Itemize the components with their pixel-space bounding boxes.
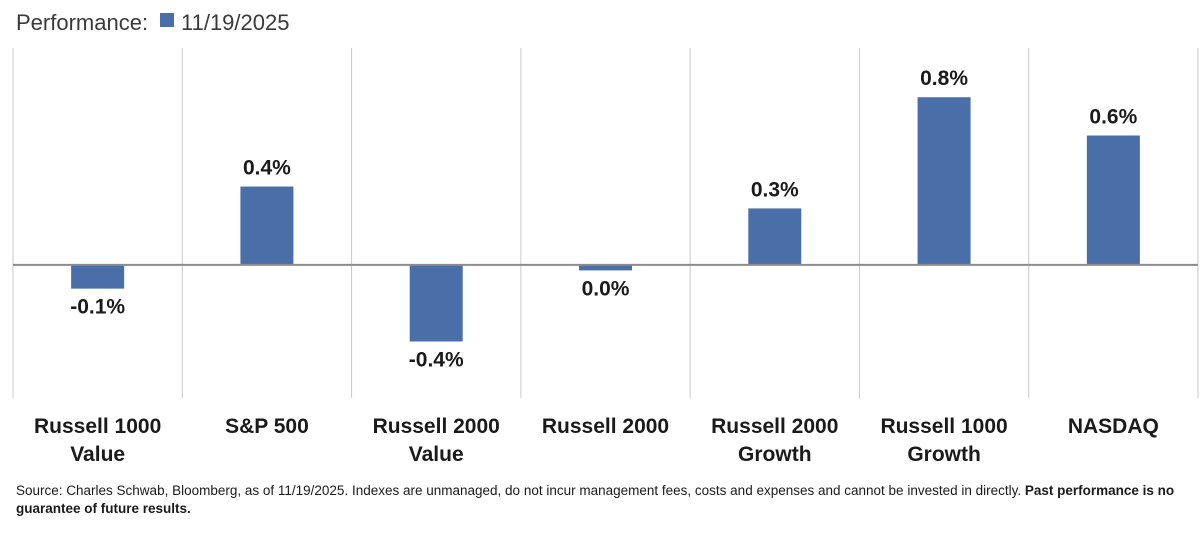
category-label: Value [409,443,464,466]
bar [748,208,802,265]
data-labels: -0.1% 0.4% -0.4% 0.0% 0.3% 0.8% 0.6% [70,67,1137,371]
category-label: Growth [907,443,981,466]
chart-legend: Performance: 11/19/2025 [16,10,289,35]
category-label: NASDAQ [1068,415,1159,438]
category-label: Growth [738,443,812,466]
bar [917,97,971,265]
data-label: 0.0% [582,277,630,300]
data-label: 0.8% [920,67,968,90]
legend-prefix: Performance: [16,10,148,35]
data-label: 0.4% [243,157,291,180]
category-label: Russell 1000 [34,415,161,438]
bar [1086,135,1140,265]
category-dividers [12,48,1199,398]
category-labels: Russell 1000 Value S&P 500 Russell 2000 Valu… [34,415,1159,466]
source-text: Source: Charles Schwab, Bloomberg, as of… [16,483,1025,498]
bar-series [71,97,1140,342]
category-label: Russell 2000 [711,415,838,438]
legend-series-label: 11/19/2025 [181,10,289,35]
category-label: S&P 500 [225,415,309,438]
data-label: 0.6% [1089,106,1137,129]
category-label: Russell 1000 [880,415,1007,438]
category-label: Russell 2000 [542,415,669,438]
data-label: -0.1% [70,296,125,319]
bar [409,264,463,342]
disclaimer-text: Past performance is no guarantee of futu… [16,483,1175,516]
category-label: Russell 2000 [373,415,500,438]
category-label: Value [70,443,125,466]
legend-swatch [160,13,174,27]
source-footnote: Source: Charles Schwab, Bloomberg, as of… [16,482,1186,518]
bar [579,264,632,271]
data-label: 0.3% [751,178,799,201]
data-label: -0.4% [409,348,464,371]
bar [240,186,294,265]
bar [71,264,125,289]
